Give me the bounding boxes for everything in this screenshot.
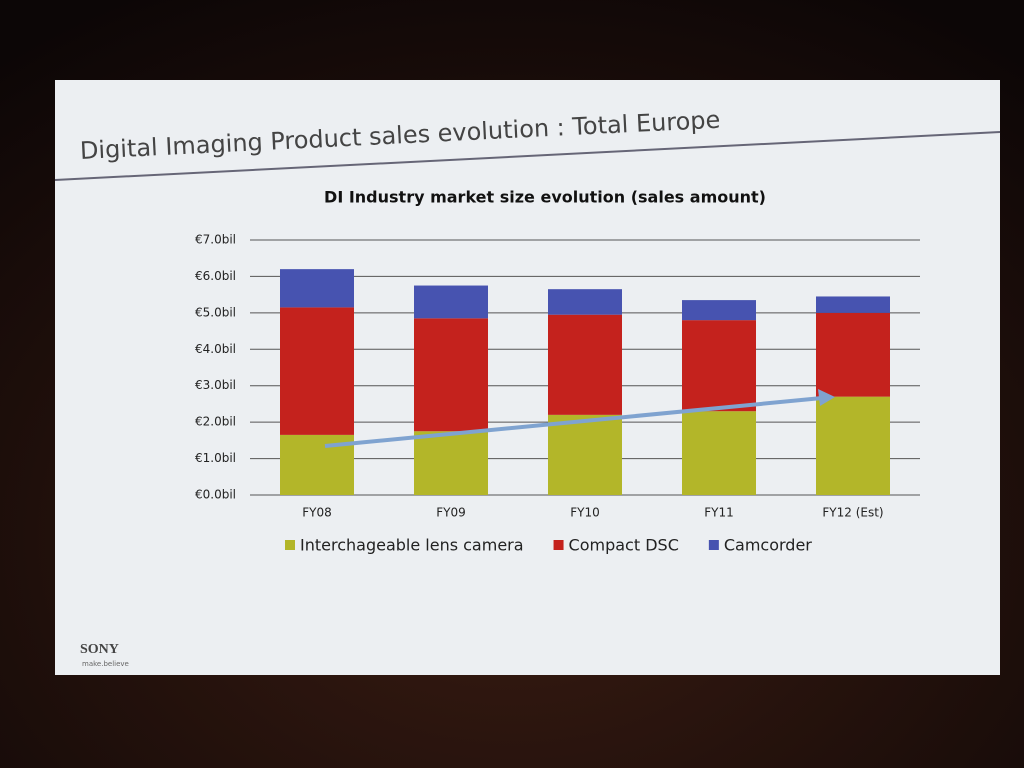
bar-segment [816, 296, 890, 313]
y-tick-label: €0.0bil [195, 488, 236, 502]
bar-segment [682, 320, 756, 412]
x-tick-label: FY12 (Est) [822, 506, 883, 520]
bar-segment [816, 312, 890, 397]
y-tick-label: €7.0bil [195, 233, 236, 247]
bar-segment [414, 431, 488, 495]
y-tick-label: €5.0bil [195, 305, 236, 319]
bar-segment [414, 318, 488, 432]
legend-label: Camcorder [724, 536, 812, 555]
x-tick-label: FY09 [436, 506, 466, 520]
legend-swatch [708, 540, 719, 550]
logo: SONY [80, 642, 119, 657]
bar-segment [548, 414, 622, 495]
x-tick-label: FY11 [704, 506, 734, 520]
bar-segment [414, 285, 488, 319]
tagline: make.believe [82, 660, 129, 668]
plot: €0.0bil €1.0bil €2.0bil €3.0bil €4.0bil €5.0b… [195, 233, 920, 555]
bar-segment [280, 269, 354, 308]
trend-arrow [324, 396, 823, 448]
legend-label: Interchageable lens camera [300, 536, 524, 555]
bar-segment [682, 300, 756, 321]
bar-segment [682, 411, 756, 495]
x-tick-label: FY10 [570, 506, 600, 520]
y-tick-label: €6.0bil [195, 269, 236, 283]
bar-segment [548, 289, 622, 315]
bar-segment [280, 307, 354, 435]
trend-arrow-head [818, 389, 835, 406]
x-tick-label: FY08 [302, 506, 332, 520]
y-tick-label: €3.0bil [195, 378, 236, 392]
y-tick-label: €1.0bil [195, 451, 236, 465]
y-tick-label: €4.0bil [195, 342, 236, 356]
legend-swatch [553, 540, 564, 550]
title-rule [54, 131, 1001, 181]
bar-segment [548, 314, 622, 415]
chart-title: DI Industry market size evolution (sales… [324, 188, 766, 207]
y-tick-label: €2.0bil [195, 415, 236, 429]
legend-label: Compact DSC [569, 536, 679, 555]
bar-segment [816, 396, 890, 495]
legend-swatch [285, 540, 295, 550]
